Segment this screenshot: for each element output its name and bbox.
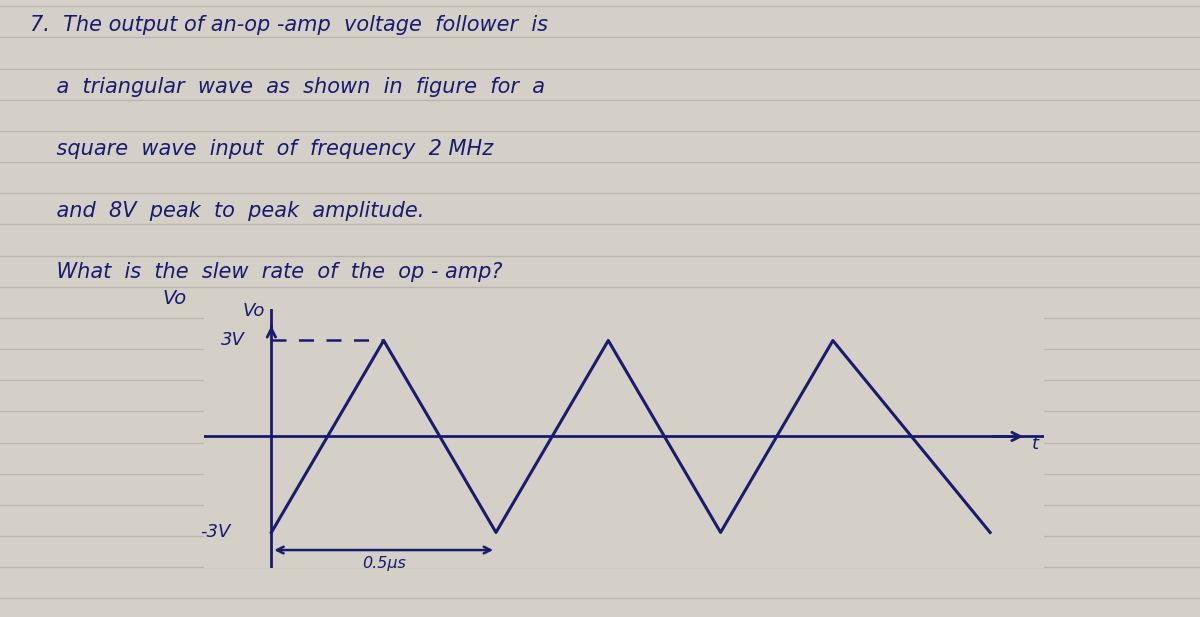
Text: Vo: Vo [162,289,186,308]
Text: What  is  the  slew  rate  of  the  op - amp?: What is the slew rate of the op - amp? [30,262,503,282]
Text: t: t [1032,436,1038,453]
Text: 7.  The output of an-op -amp  voltage  follower  is: 7. The output of an-op -amp voltage foll… [30,15,548,35]
Text: 3V: 3V [221,331,245,349]
Text: Vo: Vo [242,302,264,320]
Text: 0.5μs: 0.5μs [361,557,406,571]
Text: and  8V  peak  to  peak  amplitude.: and 8V peak to peak amplitude. [30,201,425,220]
Text: square  wave  input  of  frequency  2 MHz: square wave input of frequency 2 MHz [30,139,493,159]
Text: a  triangular  wave  as  shown  in  figure  for  a: a triangular wave as shown in figure for… [30,77,545,97]
Text: -3V: -3V [200,523,230,542]
